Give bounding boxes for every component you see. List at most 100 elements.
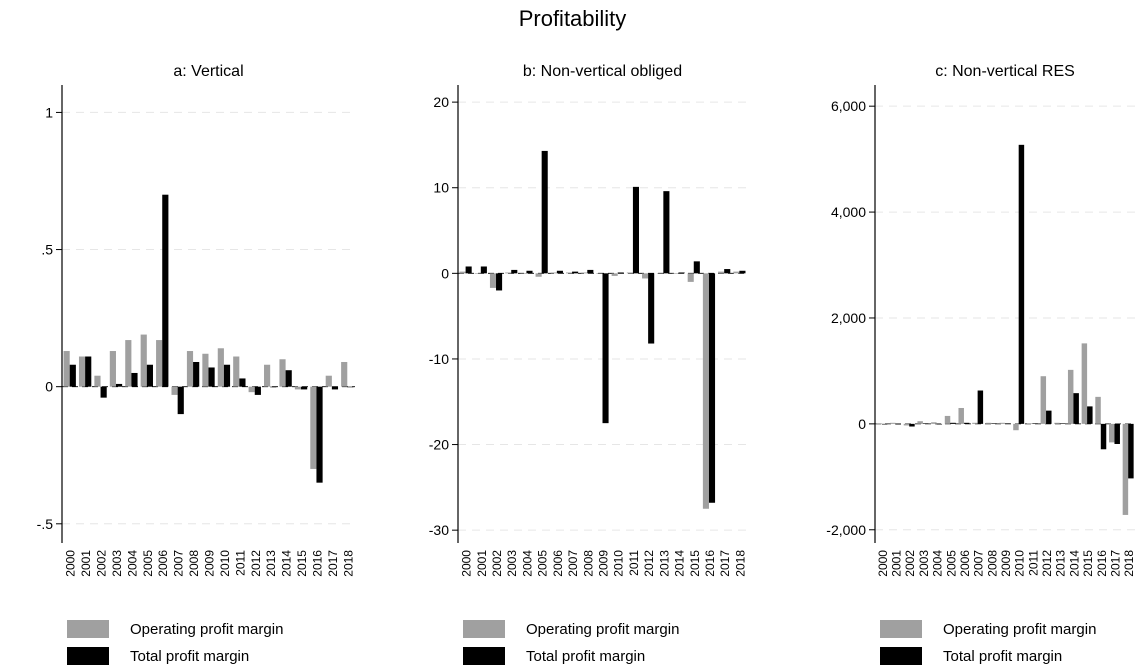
x-tick-label: 2012	[642, 550, 656, 577]
x-tick-label: 2007	[172, 550, 186, 577]
bar-operating-2008	[186, 351, 194, 387]
bar-operating-2000	[63, 351, 70, 387]
bar-operating-2007	[171, 386, 178, 395]
y-tick-label: 0	[858, 416, 866, 432]
bar-total-2015	[1087, 406, 1093, 424]
bar-total-2017	[1114, 423, 1120, 444]
y-tick-label: 10	[433, 180, 449, 196]
bar-total-2013	[270, 386, 277, 388]
bar-operating-2014	[279, 359, 286, 387]
bar-operating-2016	[310, 386, 317, 469]
x-tick-label: 2004	[931, 550, 945, 577]
y-tick-label: -20	[429, 437, 449, 453]
bar-operating-2012	[1040, 376, 1047, 424]
x-tick-label: 2002	[903, 550, 917, 577]
y-tick-label: 1	[45, 104, 53, 120]
bar-operating-2004	[125, 340, 132, 387]
bar-total-2004	[936, 423, 943, 425]
bar-total-2001	[895, 423, 901, 425]
figure-title: Profitability	[518, 6, 627, 31]
bar-total-2007	[572, 271, 579, 274]
x-tick-label: 2003	[110, 550, 124, 577]
x-tick-label: 2005	[536, 550, 550, 577]
bar-operating-2007	[565, 272, 573, 274]
bar-total-2014	[678, 272, 685, 274]
bar-operating-2006	[550, 272, 557, 274]
bar-total-2000	[69, 364, 76, 387]
x-tick-label: 2006	[551, 550, 565, 577]
bar-operating-2002	[94, 375, 101, 387]
bar-total-2010	[617, 272, 624, 274]
bar-total-2000	[881, 423, 888, 425]
x-tick-label: 2010	[218, 550, 232, 577]
bar-operating-2011	[626, 272, 633, 274]
x-tick-label: 2009	[597, 550, 611, 577]
legend-swatch-1	[463, 647, 505, 665]
bar-total-2014	[285, 370, 292, 387]
bar-operating-2015	[687, 273, 694, 282]
y-tick-label: 0	[441, 265, 449, 281]
bar-total-2004	[131, 372, 138, 387]
panel-title: a: Vertical	[173, 63, 243, 80]
x-tick-label: 2000	[64, 550, 78, 577]
bar-total-2003	[511, 269, 518, 274]
bar-total-2008	[991, 423, 997, 424]
bar-operating-2001	[474, 273, 481, 274]
bar-total-2016	[316, 386, 323, 483]
x-tick-label: 2015	[295, 550, 309, 577]
x-tick-label: 2013	[657, 550, 671, 577]
x-tick-label: 2007	[566, 550, 580, 577]
bar-total-2010	[1018, 144, 1025, 424]
x-tick-label: 2002	[95, 550, 109, 577]
bar-operating-2008	[581, 272, 588, 274]
bar-operating-2011	[233, 356, 240, 387]
x-tick-label: 2002	[490, 550, 504, 577]
bar-total-2007	[177, 386, 184, 415]
bar-operating-2006	[958, 407, 964, 424]
bar-operating-2015	[294, 386, 302, 390]
bar-operating-2014	[1067, 369, 1074, 424]
x-tick-label: 2008	[985, 550, 999, 577]
y-tick-label: 6,000	[831, 98, 866, 114]
bar-operating-2016	[1095, 396, 1101, 424]
bar-total-2017	[724, 269, 731, 274]
x-tick-label: 2013	[264, 550, 278, 577]
x-tick-label: 2001	[79, 550, 93, 577]
x-tick-label: 2001	[890, 550, 904, 577]
bar-operating-2011	[1026, 423, 1033, 424]
bar-operating-2005	[140, 334, 147, 387]
bar-total-2016	[708, 273, 716, 503]
y-tick-label: -.5	[37, 516, 54, 532]
y-tick-label: -10	[429, 351, 449, 367]
legend-label-0: Operating profit margin	[130, 621, 283, 638]
bar-operating-2001	[890, 422, 896, 424]
bar-total-2013	[1059, 423, 1066, 424]
legend-swatch-0	[463, 620, 505, 638]
x-tick-label: 2004	[520, 550, 534, 577]
legend-swatch-0	[67, 620, 109, 638]
bar-total-2006	[162, 194, 169, 387]
legend-label-1: Total profit margin	[943, 648, 1062, 665]
bar-operating-2004	[520, 273, 527, 274]
x-tick-label: 2017	[718, 550, 732, 577]
bar-operating-2001	[78, 356, 86, 387]
x-tick-label: 2005	[141, 550, 155, 577]
x-tick-label: 2001	[475, 550, 489, 577]
x-tick-label: 2016	[703, 550, 717, 577]
bar-operating-2002	[903, 423, 910, 426]
bar-total-2005	[146, 364, 153, 387]
x-tick-label: 2009	[999, 550, 1013, 577]
bar-total-2012	[648, 273, 655, 344]
y-tick-label: -2,000	[826, 522, 866, 538]
x-tick-label: 2015	[688, 550, 702, 577]
panel-title: b: Non-vertical obliged	[523, 63, 682, 80]
bar-operating-2016	[702, 273, 709, 509]
bar-operating-2002	[489, 273, 497, 288]
x-tick-label: 2017	[326, 550, 340, 577]
chart-panel-2: c: Non-vertical RES -2,000 0 2,000 4,000 6,00…	[826, 63, 1136, 665]
x-tick-label: 2004	[125, 550, 139, 577]
bar-total-2018	[347, 386, 354, 388]
bar-operating-2000	[876, 423, 882, 424]
bar-total-2011	[632, 186, 640, 274]
